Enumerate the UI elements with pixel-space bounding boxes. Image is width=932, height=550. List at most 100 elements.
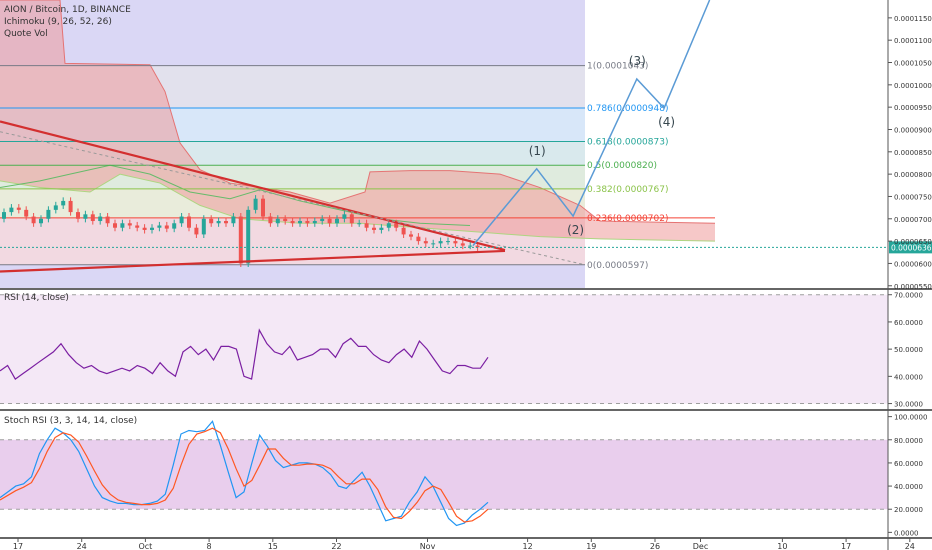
y-tick-label: 0.0000550 (894, 283, 932, 291)
wave-label: (3) (629, 54, 646, 68)
ichimoku-cloud (0, 0, 715, 242)
candle-body (468, 245, 473, 247)
candle-body (46, 209, 51, 219)
candle-body (298, 221, 302, 224)
wave-label: (1) (529, 144, 546, 158)
candle-body (453, 241, 458, 244)
candle-body (379, 227, 384, 230)
fib-label: 0.382(0.0000767) (587, 185, 668, 195)
last-price-label: 0.0000636 (891, 243, 932, 252)
candle-body (416, 236, 421, 242)
y-tick-label: 0.0000950 (894, 104, 932, 112)
candle-body (194, 227, 199, 235)
rsi-y-tick-label: 50.0000 (894, 346, 923, 354)
wave-projection-line (472, 0, 711, 247)
x-tick-label: Dec (693, 542, 708, 550)
candle-body (201, 218, 206, 235)
x-tick-label: 24 (77, 542, 87, 550)
last-price-tag (889, 241, 932, 254)
candle-body (475, 245, 480, 248)
y-tick-label: 0.0000600 (894, 260, 932, 268)
candle-body (268, 216, 273, 224)
candle-body (283, 218, 288, 222)
projected-trendline (0, 131, 586, 266)
candle-body (364, 223, 369, 228)
stoch-band (0, 439, 888, 510)
candle-body (342, 214, 347, 219)
y-tick-label: 0.0000750 (894, 193, 932, 201)
x-tick-label: 26 (650, 542, 660, 550)
candle-body (157, 225, 162, 228)
candle-body (2, 212, 6, 219)
y-tick-label: 0.0001100 (894, 37, 932, 45)
candle-body (290, 221, 295, 224)
candle-body (68, 200, 73, 213)
candle-body (61, 200, 66, 206)
candle-body (83, 214, 88, 219)
x-tick-label: Nov (420, 542, 436, 550)
candle-body (460, 243, 465, 246)
candle-body (24, 209, 29, 217)
y-tick-label: 0.0001000 (894, 82, 932, 90)
stoch-y-tick-label: 0.0000 (894, 529, 919, 537)
candle-body (53, 205, 58, 210)
y-tick-label: 0.0001050 (894, 60, 932, 68)
candle-body (135, 225, 140, 228)
fib-label: 0.618(0.0000873) (587, 138, 668, 148)
candle-body (394, 223, 399, 228)
chart-legend: AION / Bitcoin, 1D, BINANCE Ichimoku (9,… (4, 4, 131, 40)
fib-label: 0(0.0000597) (587, 261, 648, 271)
candle-body (386, 223, 391, 228)
stoch-d-line (0, 427, 489, 523)
candle-body (113, 223, 117, 228)
ichimoku-legend[interactable]: Ichimoku (9, 26, 52, 26) (4, 17, 112, 27)
stoch-y-tick-label: 100.0000 (894, 414, 927, 422)
candle-body (261, 198, 265, 217)
x-tick-label: 15 (268, 542, 278, 550)
x-tick-label: 12 (523, 542, 533, 550)
candle-body (127, 223, 132, 226)
candle-body (224, 221, 228, 224)
candle-body (423, 241, 428, 244)
candle-body (431, 243, 436, 245)
candle-body (164, 225, 169, 229)
y-tick-label: 0.0000700 (894, 216, 932, 224)
candle-body (438, 241, 443, 244)
x-tick-label: Oct (138, 542, 152, 550)
candle-body (305, 221, 310, 224)
stoch-y-tick-label: 40.0000 (894, 483, 923, 491)
candle-body (320, 218, 325, 222)
candle-body (98, 216, 103, 222)
fib-label: 1(0.0001043) (587, 62, 648, 72)
candle-body (105, 216, 110, 224)
x-tick-label: 24 (905, 542, 915, 550)
candle-body (16, 207, 21, 210)
stoch-pane-title[interactable]: Stoch RSI (3, 3, 14, 14, close) (4, 416, 138, 426)
candle-body (150, 227, 154, 230)
rsi-pane-title[interactable]: RSI (14, close) (4, 293, 69, 303)
candle-body (357, 223, 362, 225)
candle-body (372, 227, 376, 230)
wave-label: (2) (567, 223, 584, 237)
fib-label: 0.236(0.0000702) (587, 214, 668, 224)
candle-body (275, 218, 280, 224)
rsi-band (0, 294, 888, 404)
candle-body (238, 216, 243, 264)
candle-body (349, 214, 354, 224)
candle-body (187, 216, 191, 228)
candle-body (142, 227, 147, 230)
quote-vol-legend[interactable]: Quote Vol (4, 29, 48, 39)
wave-label: (4) (658, 115, 675, 129)
x-tick-label: 22 (331, 542, 341, 550)
candle-body (209, 218, 214, 224)
rsi-line (0, 328, 489, 380)
x-tick-label: 8 (207, 542, 212, 550)
candle-body (120, 223, 125, 228)
candle-body (246, 209, 251, 264)
x-tick-label: 10 (777, 542, 787, 550)
symbol-title: AION / Bitcoin, 1D, BINANCE (4, 5, 131, 15)
candle-body (335, 218, 339, 224)
x-tick-label: 19 (586, 542, 596, 550)
